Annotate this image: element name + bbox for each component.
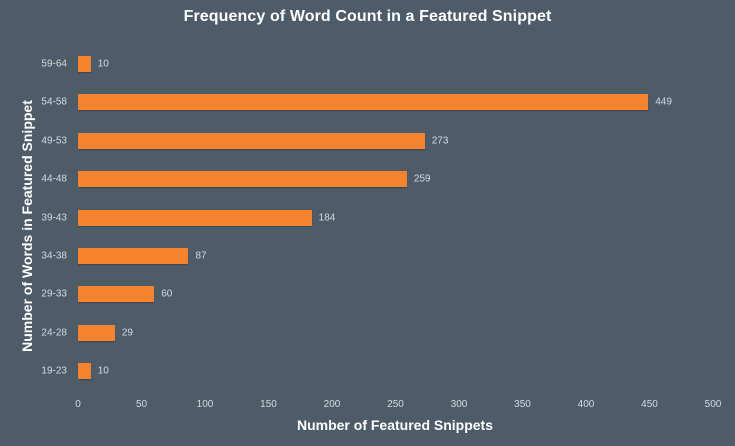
bar-value-label: 60 (161, 288, 173, 300)
bar (78, 56, 91, 72)
category-label: 44-48 (41, 173, 67, 185)
x-tick-label: 50 (135, 399, 148, 410)
x-tick-label: 450 (641, 399, 658, 410)
bar (78, 363, 91, 379)
bar (78, 94, 649, 111)
category-label: 24-28 (41, 327, 67, 339)
bar-value-label: 273 (431, 135, 449, 147)
bar (78, 209, 312, 226)
x-tick-label: 150 (260, 399, 277, 410)
bar-value-label: 29 (121, 327, 133, 339)
x-tick-label: 300 (450, 399, 468, 410)
category-label: 29-33 (41, 288, 67, 300)
category-label: 19-23 (41, 365, 67, 377)
chart-title: Frequency of Word Count in a Featured Sn… (183, 8, 552, 25)
bar-value-label: 10 (97, 365, 109, 377)
category-label: 49-53 (41, 135, 67, 147)
x-axis-label: Number of Featured Snippets (296, 417, 494, 433)
x-tick-label: 100 (196, 399, 214, 410)
bar-value-label: 259 (413, 173, 431, 185)
x-tick-label: 500 (704, 399, 722, 410)
bar (78, 171, 407, 188)
x-tick-label: 250 (387, 399, 404, 410)
bar (78, 132, 425, 149)
bar-value-label: 184 (318, 212, 336, 223)
bar (78, 247, 189, 264)
bar (78, 286, 155, 303)
x-tick-label: 0 (75, 399, 81, 410)
x-tick-label: 350 (514, 399, 531, 410)
x-tick-label: 400 (577, 399, 595, 410)
category-label: 39-43 (41, 212, 67, 223)
bar-value-label: 10 (97, 58, 109, 70)
bar-value-label: 449 (655, 96, 672, 108)
bar (78, 324, 115, 341)
x-tick-label: 200 (323, 399, 341, 410)
category-label: 59-64 (41, 58, 67, 70)
category-label: 54-58 (41, 96, 67, 108)
category-label: 34-38 (41, 250, 67, 262)
bar-value-label: 87 (195, 250, 207, 262)
